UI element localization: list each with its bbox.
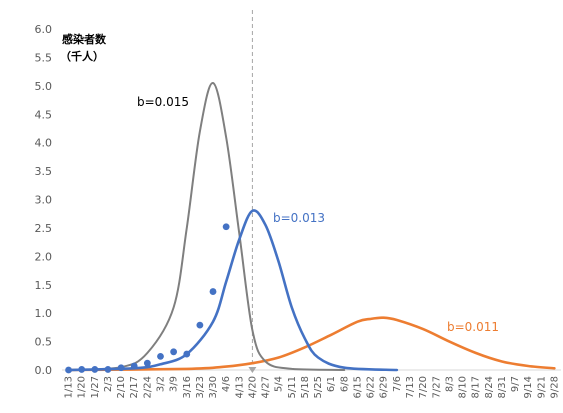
marker-arrow xyxy=(248,367,257,373)
x-tick-label: 5/11 xyxy=(287,376,298,398)
observed-point xyxy=(222,223,230,231)
x-tick-label: 3/16 xyxy=(182,376,193,398)
x-tick-label: 4/27 xyxy=(261,376,272,398)
y-tick-label: 1.5 xyxy=(35,279,53,292)
x-tick-label: 6/15 xyxy=(352,376,363,398)
x-tick-label: 7/6 xyxy=(392,376,403,392)
x-tick-label: 5/18 xyxy=(300,376,311,398)
x-tick-label: 6/22 xyxy=(366,376,377,398)
observed-points xyxy=(65,223,230,374)
x-tick-label: 6/29 xyxy=(379,376,390,398)
series-label-b015: b=0.015 xyxy=(137,95,189,109)
series-label-b013: b=0.013 xyxy=(273,211,325,225)
series-lines xyxy=(67,81,556,372)
y-tick-label: 5.5 xyxy=(35,51,53,64)
x-tick-label: 3/9 xyxy=(169,376,180,392)
x-tick-label: 2/10 xyxy=(116,376,127,398)
x-tick-label: 6/8 xyxy=(339,376,350,392)
observed-point xyxy=(78,366,86,373)
x-tick-label: 1/27 xyxy=(90,376,101,398)
y-axis: 0.0 0.5 1.0 1.5 2.0 2.5 3.0 3.5 4.0 4.5 5.0 5.5 6.0 xyxy=(35,23,53,377)
observed-point xyxy=(65,366,72,374)
y-tick-label: 0.0 xyxy=(35,364,53,377)
x-tick-label: 3/2 xyxy=(155,376,166,392)
observed-point xyxy=(196,321,204,329)
y-tick-label: 4.0 xyxy=(35,137,53,150)
x-tick-label: 8/31 xyxy=(497,376,508,398)
x-tick-label: 9/14 xyxy=(523,376,534,398)
x-tick-label: 7/13 xyxy=(405,376,416,398)
date-marker xyxy=(248,10,257,373)
x-tick-label: 9/7 xyxy=(510,376,521,392)
x-tick-label: 8/10 xyxy=(458,376,469,398)
x-tick-label: 1/13 xyxy=(64,376,75,398)
observed-point xyxy=(183,350,191,358)
y-tick-label: 3.0 xyxy=(35,194,53,207)
y-axis-label-line2: （千人） xyxy=(60,49,104,63)
observed-point xyxy=(91,366,99,373)
observed-point xyxy=(130,362,138,370)
observed-point xyxy=(117,364,125,372)
observed-point xyxy=(157,352,164,360)
y-tick-label: 3.5 xyxy=(35,165,53,178)
y-tick-label: 5.0 xyxy=(35,80,53,93)
observed-point xyxy=(170,348,178,356)
observed-point xyxy=(104,366,112,373)
y-tick-label: 2.0 xyxy=(35,250,53,263)
y-tick-label: 6.0 xyxy=(35,23,53,36)
y-tick-label: 0.5 xyxy=(35,336,53,349)
y-tick-label: 1.0 xyxy=(35,307,53,320)
x-tick-label: 8/17 xyxy=(471,376,482,398)
x-tick-label: 7/20 xyxy=(418,376,429,398)
x-tick-label: 2/24 xyxy=(142,376,153,398)
x-tick-label: 1/20 xyxy=(77,376,88,398)
x-tick-label: 3/30 xyxy=(208,376,219,398)
x-tick-label: 6/1 xyxy=(326,376,337,392)
series-line xyxy=(67,316,556,372)
x-tick-label: 4/20 xyxy=(247,376,258,398)
x-tick-label: 2/17 xyxy=(129,376,140,398)
x-axis: 1/13 1/20 1/27 2/3 2/10 2/17 2/24 3/2 3/9 3/16 3/2… xyxy=(64,376,561,398)
x-tick-label: 8/24 xyxy=(484,376,495,398)
x-tick-label: 4/6 xyxy=(221,376,232,392)
x-tick-label: 9/28 xyxy=(549,376,560,398)
y-tick-label: 4.5 xyxy=(35,108,53,121)
x-tick-label: 5/25 xyxy=(313,376,324,398)
series-line xyxy=(67,81,346,371)
x-tick-label: 4/13 xyxy=(234,376,245,398)
x-tick-label: 2/3 xyxy=(103,376,114,392)
x-tick-label: 5/4 xyxy=(274,376,285,392)
observed-point xyxy=(143,359,151,367)
series-label-b011: b=0.011 xyxy=(447,320,499,334)
y-axis-label-line1: 感染者数 xyxy=(62,32,107,46)
x-tick-label: 8/3 xyxy=(444,376,455,392)
x-tick-label: 3/23 xyxy=(195,376,206,398)
x-tick-label: 7/27 xyxy=(431,376,442,398)
observed-point xyxy=(209,288,217,295)
x-tick-label: 9/21 xyxy=(536,376,547,398)
series-line xyxy=(67,209,399,372)
y-tick-label: 2.5 xyxy=(35,222,53,235)
